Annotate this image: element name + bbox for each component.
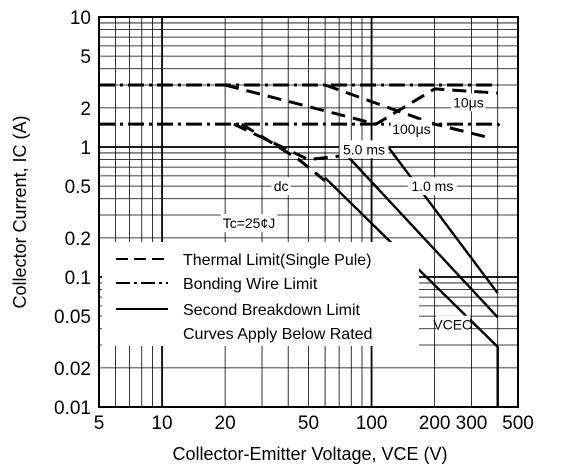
legend-label-bonding: Bonding Wire Limit (183, 276, 318, 293)
annotation-label-3: 5.0 ms (343, 141, 385, 157)
y-tick-label-0.5: 0.5 (65, 177, 91, 198)
annotation-bg-1 (451, 93, 486, 112)
legend: Thermal Limit(Single Pule) Bonding Wire … (102, 242, 419, 346)
x-tick-label-500: 500 (502, 413, 534, 434)
annotation-label-5: 1.0 ms (411, 178, 453, 194)
x-tick-label-100: 100 (356, 413, 388, 434)
series-line-dashdot-2 (99, 122, 501, 128)
legend-label-thermal: Thermal Limit(Single Pule) (183, 252, 372, 269)
series-line-dashed-6 (240, 122, 327, 182)
y-tick-label-0.02: 0.02 (54, 359, 91, 380)
annotation-bg-6 (220, 214, 278, 233)
annotation-bg-2 (390, 119, 433, 138)
x-tick-label-50: 50 (298, 413, 319, 434)
legend-label-breakdown: Second Breakdown Limit (183, 302, 361, 319)
annotation-label-6: Tc=25¢J (223, 215, 276, 231)
annotation-label-2: 100μs (392, 121, 430, 137)
x-tick-label-10: 10 (151, 413, 172, 434)
series-line-solid-8 (338, 146, 499, 319)
series-line-dashed-3 (224, 83, 498, 126)
series-line-solid-9 (324, 176, 499, 407)
y-axis-title: Collector Current, IC (A) (10, 115, 30, 308)
annotations: 10μs 100μs 5.0 ms dc 1.0 ms Tc=25¢J VCEO (220, 93, 486, 334)
annotation-label-4: dc (274, 178, 289, 194)
x-tick-label-300: 300 (456, 413, 488, 434)
y-tick-label-0.2: 0.2 (65, 229, 91, 250)
annotation-bg-4 (271, 177, 291, 196)
legend-label-note: Curves Apply Below Rated (183, 326, 372, 343)
x-tick-label-5: 5 (94, 413, 105, 434)
annotation-label-7: VCEO (433, 317, 473, 333)
series-layer (99, 83, 501, 407)
annotation-bg-3 (339, 140, 389, 159)
x-tick-label-20: 20 (215, 413, 236, 434)
y-tick-label-0.01: 0.01 (54, 398, 91, 419)
annotation-bg-7 (436, 315, 471, 334)
y-tick-label-5: 5 (80, 47, 91, 68)
plot-frame (98, 16, 519, 408)
annotation-bg-5 (407, 177, 457, 196)
annotation-label-1: 10μs (453, 94, 484, 110)
y-tick-label-2: 2 (80, 99, 91, 120)
y-tick-label-1: 1 (80, 138, 91, 159)
x-axis-title: Collector-Emitter Voltage, VCE (V) (172, 444, 447, 464)
series-line-dashed-4 (324, 83, 486, 139)
y-tick-label-10: 10 (70, 8, 91, 29)
y-tick-label-0.05: 0.05 (54, 307, 91, 328)
y-tick-labels: 10 5 2 1 0.5 0.2 0.1 0.05 0.02 0.01 (54, 8, 91, 419)
x-tick-label-200: 200 (419, 413, 451, 434)
series-line-solid-7 (387, 146, 499, 294)
y-tick-label-0.1: 0.1 (65, 268, 91, 289)
x-tick-labels: 5 10 20 50 100 200 300 500 (94, 413, 534, 434)
